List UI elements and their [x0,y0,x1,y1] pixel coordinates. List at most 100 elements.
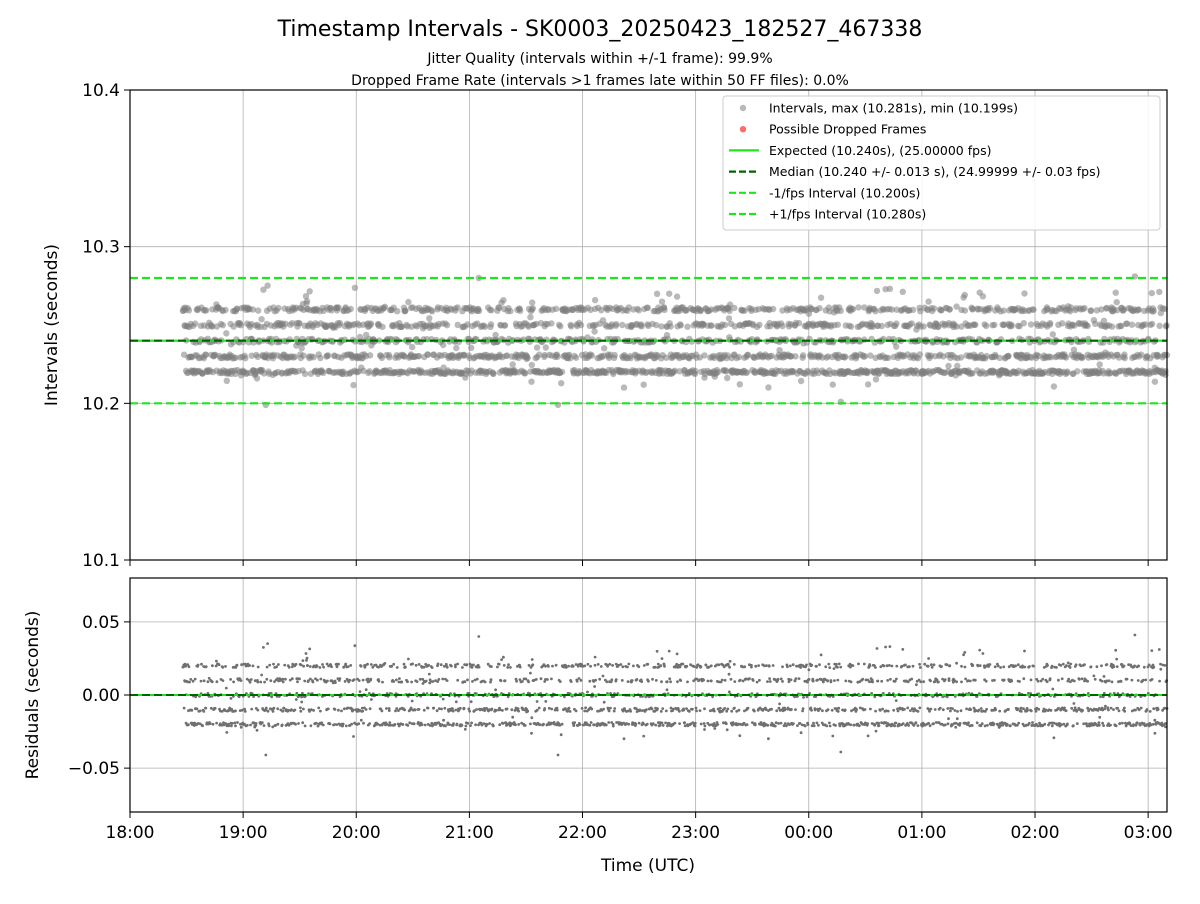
residual-point [611,664,614,667]
residual-point [647,680,650,683]
residual-point [250,678,253,681]
residual-point [366,663,369,666]
interval-point [816,305,822,311]
residual-point [368,722,371,725]
residual-point [476,678,479,681]
residual-point [421,723,424,726]
interval-point [731,305,737,311]
residual-point [660,680,663,683]
residual-point [587,663,590,666]
residual-point [695,710,698,713]
interval-point [254,375,260,381]
residual-point [829,725,832,728]
interval-point [299,345,305,351]
residual-point [423,666,426,669]
residual-point [748,677,751,680]
residual-point [814,709,817,712]
residual-point [883,665,886,668]
residual-point [768,665,771,668]
residual-point [919,680,922,683]
residual-point [646,663,649,666]
residual-point [627,723,630,726]
residual-point [267,710,270,713]
residual-point [494,688,497,691]
residual-point [831,709,834,712]
residual-point [876,680,879,683]
interval-point [1030,307,1036,313]
residual-point [786,665,789,668]
residual-point [188,665,191,668]
residual-point [642,735,645,738]
residual-point [524,678,527,681]
residual-point [344,680,347,683]
residual-point [507,663,510,666]
legend-intervals-label: Intervals, max (10.281s), min (10.199s) [769,101,1018,116]
residual-point [999,666,1002,669]
residual-point [255,722,258,725]
residual-point [353,678,356,681]
residual-point [679,666,682,669]
residual-point [1035,710,1038,713]
residual-point [282,681,285,684]
residual-point [871,681,874,684]
residual-point [347,665,350,668]
residual-point [301,721,304,724]
interval-point [636,307,642,313]
residual-point [623,737,626,740]
residual-point [436,709,439,712]
residual-point [317,707,320,710]
residual-point [450,665,453,668]
residual-point [1010,680,1013,683]
chart-title: Timestamp Intervals - SK0003_20250423_18… [277,17,923,42]
residual-point [321,663,324,666]
residual-point [944,678,947,681]
residual-point [413,722,416,725]
residual-point [443,665,446,668]
residual-point [627,663,630,666]
interval-point [900,289,906,295]
residual-point [357,722,360,725]
legend-minus-1fps-line-label: -1/fps Interval (10.200s) [769,185,920,200]
intervals-y-tick-label: 10.2 [82,394,120,414]
interval-point [444,322,450,328]
interval-point [701,352,707,358]
residual-point [790,708,793,711]
interval-point [379,324,385,330]
interval-point [238,322,244,328]
residual-point [967,721,970,724]
residual-point [256,681,259,684]
interval-point [885,355,891,361]
interval-point [838,308,844,314]
residual-point [726,728,729,731]
residual-point [465,725,468,728]
residual-point [816,722,819,725]
interval-point [1151,308,1157,314]
residual-point [519,666,522,669]
residual-point [774,725,777,728]
interval-point [553,306,559,312]
residual-point [654,666,657,669]
residual-point [1057,679,1060,682]
interval-point [203,352,209,358]
residual-point [263,681,266,684]
residual-point [728,691,731,694]
residual-point [334,681,337,684]
residual-point [804,725,807,728]
residual-point [917,724,920,727]
interval-point [1074,368,1080,374]
residual-point [390,665,393,668]
residual-point [980,707,983,710]
residual-point [441,678,444,681]
residual-point [887,710,890,713]
residual-point [234,710,237,713]
residual-point [855,708,858,711]
interval-point [223,330,229,336]
residual-point [396,666,399,669]
residual-point [506,666,509,669]
residual-point [203,679,206,682]
residual-point [723,707,726,710]
residual-point [978,709,981,712]
interval-point [255,307,261,313]
interval-point [1149,290,1155,296]
